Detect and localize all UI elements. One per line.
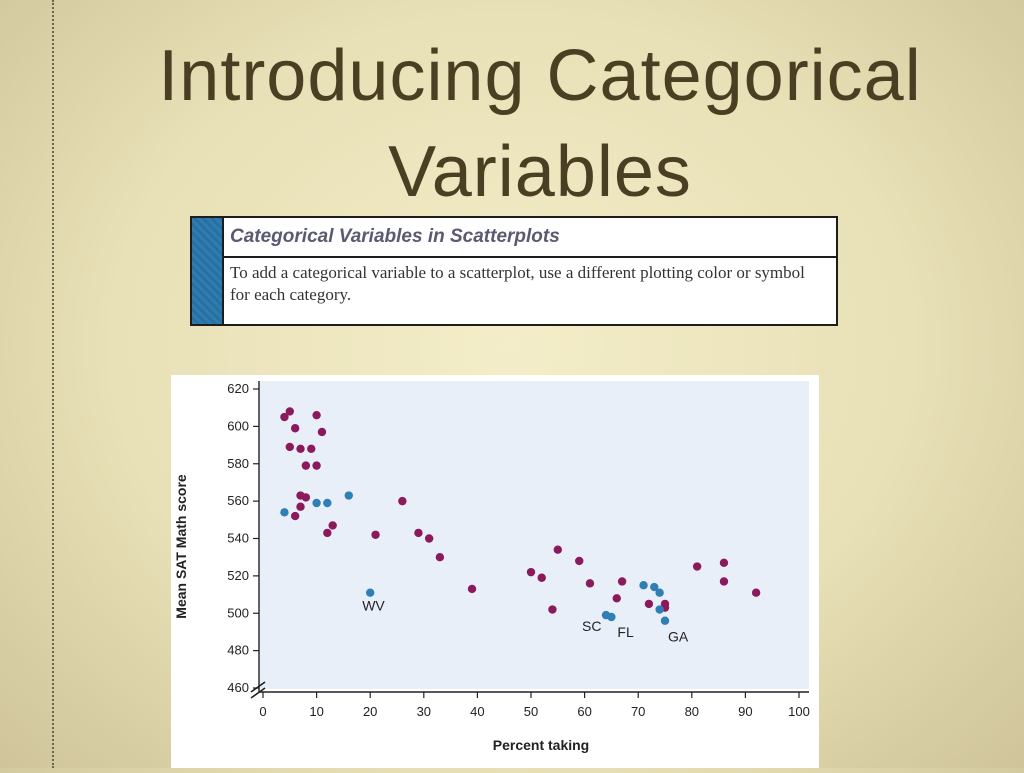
data-point-category-a: [435, 552, 445, 562]
y-tick-label: 620: [227, 381, 249, 396]
x-tick-label: 70: [631, 704, 645, 719]
x-tick-label: 30: [417, 704, 431, 719]
x-axis-title: Percent taking: [493, 737, 589, 753]
y-tick-label: 500: [227, 605, 249, 620]
data-point-category-a: [467, 584, 477, 594]
data-point-category-a: [414, 528, 423, 538]
y-tick-label: 460: [227, 680, 249, 695]
axis-break-mark: [250, 687, 266, 699]
x-tick-label: 20: [363, 704, 377, 719]
data-point-category-a: [719, 558, 729, 567]
point-annotation-wv: WV: [362, 598, 385, 614]
data-point-category-a: [296, 502, 305, 511]
plot-area-background: [259, 381, 809, 689]
data-point-category-a: [398, 496, 407, 506]
x-tick-label: 90: [738, 704, 752, 719]
slide-title-line-2: Variables: [388, 132, 692, 212]
y-tick-label: 600: [227, 418, 249, 433]
data-point-category-a: [280, 412, 289, 422]
scatterplot: 460 480 500 520 540 560 580 600 620 0 10 20 30 40 50 60…: [173, 381, 810, 753]
y-tick-label: 580: [227, 456, 249, 471]
data-point-category-a: [307, 444, 316, 453]
data-point-category-a: [301, 461, 311, 470]
x-tick-label: 40: [470, 704, 484, 719]
x-tick-label: 50: [524, 704, 538, 719]
data-point-category-b: [323, 498, 332, 508]
data-point-category-a: [692, 562, 702, 571]
data-point-category-a: [290, 424, 300, 433]
data-point-category-a: [548, 605, 557, 614]
data-point-category-b: [280, 508, 289, 517]
data-point-category-a: [285, 442, 294, 452]
data-point-category-a: [328, 521, 337, 530]
data-point-category-a: [644, 599, 654, 609]
axis-break-mark: [250, 681, 266, 693]
data-point-category-a: [317, 427, 327, 437]
data-point-category-a: [553, 545, 562, 554]
y-tick-label: 480: [227, 643, 249, 658]
data-point-category-a: [301, 493, 311, 502]
dotted-margin-rule: [52, 0, 54, 768]
data-point-category-a: [290, 511, 300, 521]
data-point-category-b: [607, 612, 616, 622]
data-point-category-a: [612, 594, 621, 603]
slide-title-line-1: Introducing Categorical: [158, 36, 922, 116]
point-annotation-ga: GA: [668, 629, 689, 645]
point-annotation-sc: SC: [582, 618, 601, 634]
data-point-category-b: [655, 588, 664, 597]
data-point-category-b: [344, 491, 353, 500]
data-point-category-b: [660, 616, 670, 625]
definition-box-body: To add a categorical variable to a scatt…: [230, 263, 805, 304]
data-point-category-a: [296, 444, 305, 453]
data-point-category-a: [751, 588, 761, 597]
data-point-category-a: [575, 556, 584, 566]
data-point-category-a: [537, 573, 546, 582]
x-tick-label: 80: [685, 704, 699, 719]
slide-title: Introducing Categorical Variables: [60, 28, 1020, 220]
data-point-category-a: [617, 577, 627, 586]
data-point-category-a: [424, 534, 434, 543]
data-point-category-a: [312, 461, 321, 470]
data-point-category-a: [371, 530, 380, 539]
data-point-category-b: [655, 605, 664, 614]
y-tick-label: 540: [227, 531, 249, 546]
definition-box-header: Categorical Variables in Scatterplots: [224, 218, 836, 258]
chart-panel: 460 480 500 520 540 560 580 600 620 0 10 20 30 40 50 60…: [171, 375, 819, 768]
x-tick-label: 10: [309, 704, 323, 719]
data-point-category-a: [312, 410, 321, 420]
data-point-category-a: [285, 407, 294, 416]
data-point-category-a: [323, 528, 332, 538]
data-point-category-b: [366, 588, 375, 597]
data-point-category-b: [312, 498, 321, 508]
data-point-category-a: [585, 579, 595, 588]
definition-box: Categorical Variables in Scatterplots To…: [190, 216, 838, 326]
x-tick-label: 0: [259, 704, 266, 719]
y-tick-label: 560: [227, 493, 249, 508]
x-tick-label: 100: [788, 704, 810, 719]
data-point-category-b: [650, 582, 659, 592]
y-tick-label: 520: [227, 568, 249, 583]
data-point-category-b: [639, 581, 648, 590]
data-point-category-a: [526, 567, 536, 577]
y-axis-title: Mean SAT Math score: [173, 474, 189, 619]
definition-box-accent-stripe: [192, 218, 224, 324]
x-tick-label: 60: [577, 704, 591, 719]
data-point-category-a: [719, 577, 729, 586]
point-annotation-fl: FL: [617, 624, 634, 640]
